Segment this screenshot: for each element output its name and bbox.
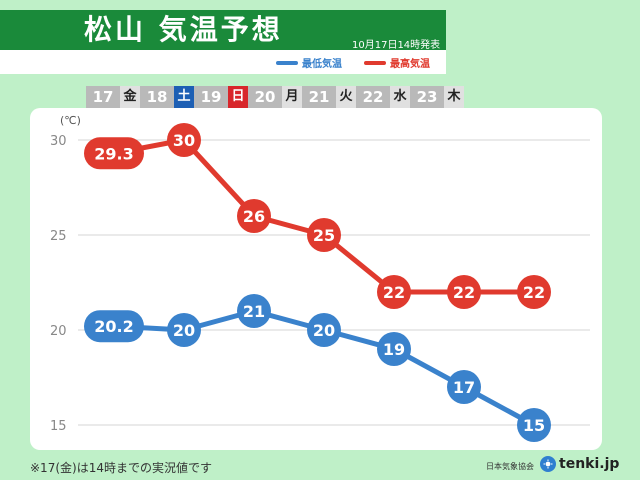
data-label: 20 [173,321,195,340]
series-line [113,137,534,295]
chart-panel: (℃) 30 25 20 15 29.3 30 26 25 22 22 22 20.2 20 21 20 19 1… [30,108,602,450]
data-marker [307,313,341,347]
day-number: 18 [140,86,174,108]
day-cell: 17 金 [86,86,140,108]
data-label: 26 [243,207,265,226]
day-weekday: 日 [228,86,248,108]
data-label: 20 [313,321,335,340]
y-tick-label: 20 [50,324,67,339]
day-number: 17 [86,86,120,108]
day-weekday: 土 [174,86,194,108]
day-cell: 20 月 [248,86,302,108]
legend-min-label: 最低気温 [302,59,342,70]
y-axis-label: (℃) [60,114,81,127]
data-marker [517,408,551,442]
data-marker [447,370,481,404]
page-title: 松山 気温予想 [84,13,283,46]
data-marker [237,199,271,233]
day-cell: 21 火 [302,86,356,108]
data-marker [307,218,341,252]
brand-logo: tenki.jp [540,456,619,472]
data-label: 15 [523,416,545,435]
data-marker [377,275,411,309]
legend-max-label: 最高気温 [390,59,430,70]
day-cell: 23 木 [410,86,464,108]
data-label: 17 [453,378,475,397]
brand-text: tenki.jp [559,456,620,472]
data-label: 29.3 [94,144,133,163]
legend-min-swatch [276,60,298,65]
legend-min: 最低気温 [276,55,342,70]
tenki-logo-icon [540,456,556,472]
data-marker [377,332,411,366]
data-marker [517,275,551,309]
day-cell: 22 水 [356,86,410,108]
day-weekday: 火 [336,86,356,108]
day-cell: 19 日 [194,86,248,108]
data-marker [167,123,201,157]
data-label: 20.2 [94,317,133,336]
day-weekday: 月 [282,86,302,108]
temperature-chart: (℃) 30 25 20 15 29.3 30 26 25 22 22 22 20.2 20 21 20 19 1… [50,114,590,442]
data-label: 19 [383,340,405,359]
data-marker [167,313,201,347]
day-number: 20 [248,86,282,108]
footnote: ※17(金)は14時までの実況値です [30,461,212,475]
title-bar [0,10,446,50]
data-label: 22 [523,283,545,302]
issued-time: 10月17日14時発表 [352,40,441,51]
data-marker [84,310,144,343]
data-marker [447,275,481,309]
data-label: 25 [313,226,335,245]
data-label: 30 [173,131,195,150]
data-marker [84,137,144,170]
day-number: 19 [194,86,228,108]
day-number: 22 [356,86,390,108]
y-tick-label: 25 [50,229,67,244]
data-label: 22 [383,283,405,302]
day-weekday: 金 [120,86,140,108]
y-tick-label: 30 [50,134,67,149]
org-name: 日本気象協会 [486,462,534,471]
day-weekday: 水 [390,86,410,108]
data-label: 21 [243,302,265,321]
data-marker [237,294,271,328]
y-tick-label: 15 [50,419,67,434]
legend-max-swatch [364,60,386,65]
date-strip: 17 金 18 土 19 日 20 月 21 火 22 水 23 木 [86,86,464,108]
day-cell: 18 土 [140,86,194,108]
data-label: 22 [453,283,475,302]
day-number: 21 [302,86,336,108]
day-number: 23 [410,86,444,108]
legend-max: 最高気温 [364,55,430,70]
day-weekday: 木 [444,86,464,108]
